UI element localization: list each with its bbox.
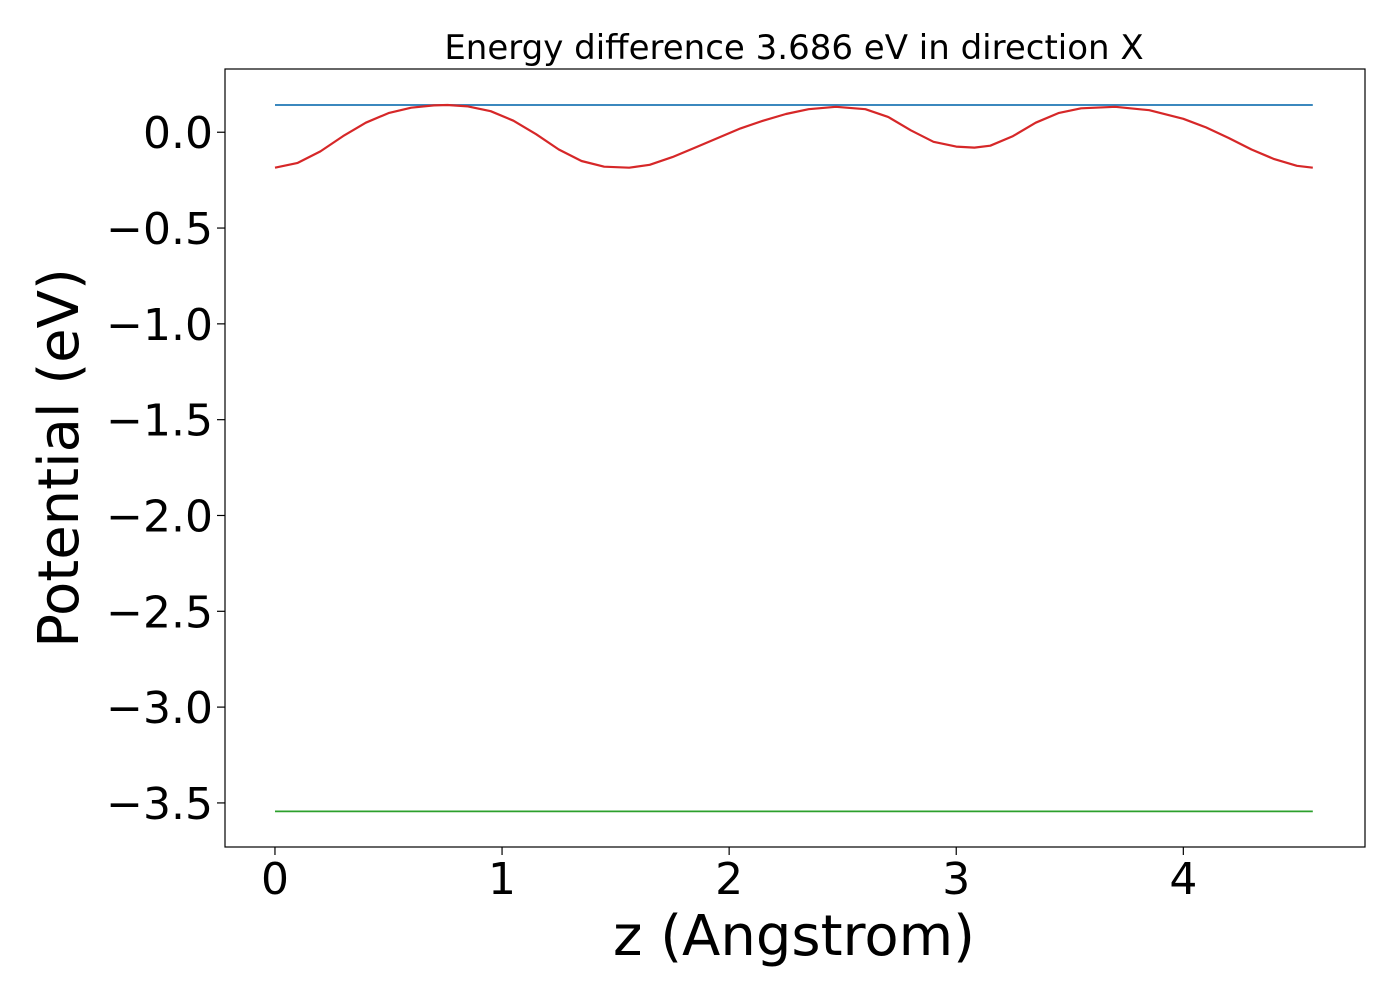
x-axis-label: z (Angstrom)	[613, 904, 975, 969]
y-tick-label: −0.5	[106, 204, 213, 255]
y-tick-label: −2.5	[106, 587, 213, 638]
y-tick-label: −1.5	[106, 396, 213, 447]
y-tick-label: −2.0	[106, 491, 213, 542]
y-tick-label: 0.0	[143, 108, 213, 159]
x-tick-label: 0	[261, 854, 289, 905]
axes-frame	[224, 68, 1366, 848]
y-tick-label: −3.0	[106, 683, 213, 734]
y-tick-label: −1.0	[106, 300, 213, 351]
x-tick-label: 4	[1169, 854, 1197, 905]
y-axis-label: Potential (eV)	[27, 268, 92, 648]
y-tick-label: −3.5	[106, 779, 213, 830]
x-tick-label: 1	[488, 854, 516, 905]
series-line-2	[274, 103, 1313, 169]
x-tick-label: 2	[715, 854, 743, 905]
chart-title: Energy difference 3.686 eV in direction …	[444, 28, 1143, 68]
x-tick-label: 3	[942, 854, 970, 905]
axis-ticks: 0 1 2 3 4 0.0 −0.5 −1.0 −1.5 −2.0 −2.5 −3.0 −3.5	[106, 108, 1197, 905]
plot-area	[274, 103, 1313, 813]
